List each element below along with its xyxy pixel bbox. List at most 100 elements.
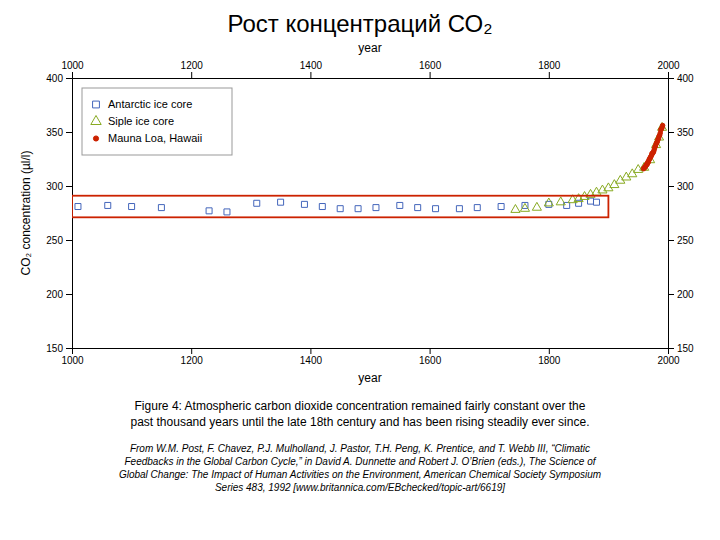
tick-label: 1200: [181, 60, 204, 71]
tick: 300: [46, 181, 72, 192]
point: [532, 202, 541, 210]
point: [474, 205, 480, 211]
point: [660, 123, 665, 128]
axis-domain: [669, 79, 675, 349]
caption: past thousand years until the late 18th …: [131, 415, 590, 429]
x-axis-top: 100012001400160018002000: [61, 60, 680, 79]
tick: 400: [668, 73, 694, 84]
point: [593, 199, 599, 205]
point: [105, 202, 111, 208]
citation: Feedbacks in the Global Carbon Cycle,” i…: [125, 456, 597, 467]
axis-domain: [73, 349, 669, 355]
x-axis-bottom: 100012001400160018002000: [61, 348, 680, 366]
legend-label: Siple ice core: [108, 115, 174, 127]
point: [544, 198, 553, 206]
tick-label: 1600: [419, 355, 442, 366]
point: [657, 122, 666, 130]
legend-label: Antarctic ice core: [108, 98, 192, 110]
tick-label: 150: [677, 343, 694, 354]
tick-label: 1000: [61, 355, 84, 366]
tick-label: 1800: [538, 60, 561, 71]
point: [75, 204, 81, 210]
tick: 350: [668, 127, 694, 138]
series: [641, 123, 665, 171]
tick: 1800: [538, 348, 561, 366]
point: [254, 200, 260, 206]
tick-label: 200: [677, 289, 694, 300]
caption: Figure 4: Atmospheric carbon dioxide con…: [135, 399, 586, 413]
tick: 1000: [61, 348, 84, 366]
tick-label: 1600: [419, 60, 442, 71]
tick: 250: [668, 235, 694, 246]
point: [556, 197, 565, 205]
tick: 150: [668, 343, 694, 354]
citation: Global Change: The Impact of Human Activ…: [119, 469, 601, 480]
point: [278, 199, 284, 205]
tick-label: 250: [46, 235, 63, 246]
tick-label: 300: [46, 181, 63, 192]
point: [129, 204, 135, 210]
point: [373, 205, 379, 211]
tick-mark: [191, 72, 192, 78]
point: [520, 203, 529, 211]
tick-label: 250: [677, 235, 694, 246]
tick-mark: [668, 240, 674, 241]
tick-mark: [668, 294, 674, 295]
tick: 1800: [538, 60, 561, 78]
tick-mark: [66, 240, 72, 241]
y-axis-title: CO₂ concentration (µl/l): [19, 151, 33, 276]
tick-mark: [66, 132, 72, 133]
tick-label: 1000: [61, 60, 84, 71]
x-axis-title: year: [358, 371, 381, 385]
tick-label: 400: [46, 73, 63, 84]
tick: 350: [46, 127, 72, 138]
tick: 1200: [181, 60, 204, 78]
x-axis-title: year: [358, 41, 381, 55]
tick-label: 200: [46, 289, 63, 300]
point: [301, 201, 307, 207]
tick: 250: [46, 235, 72, 246]
axis-domain: [73, 72, 669, 79]
point: [598, 185, 607, 193]
tick-mark: [668, 348, 674, 349]
citation: Series 483, 1992 [www.britannica.com/EBc…: [215, 482, 505, 493]
tick-label: 1200: [181, 355, 204, 366]
tick-mark: [66, 294, 72, 295]
tick-mark: [66, 78, 72, 79]
title: Рост концентраций СО₂: [227, 10, 492, 37]
tick-mark: [668, 132, 674, 133]
legend-item: Siple ice core: [91, 115, 174, 127]
tick-label: 350: [46, 127, 63, 138]
point: [456, 206, 462, 212]
tick-mark: [191, 348, 192, 354]
legend-box: [82, 88, 232, 155]
tick-label: 350: [677, 127, 694, 138]
y-axis-left: 150200250300350400: [46, 73, 72, 354]
point: [397, 202, 403, 208]
tick-label: 1400: [300, 355, 323, 366]
tick: 1400: [300, 348, 323, 366]
point: [319, 204, 325, 210]
tick-label: 300: [677, 181, 694, 192]
plot-area: [72, 122, 667, 217]
tick-mark: [72, 72, 73, 78]
point: [224, 209, 230, 215]
point: [592, 187, 601, 195]
tick-label: 400: [677, 73, 694, 84]
tick: 1400: [300, 60, 323, 78]
highlight-rect: [72, 196, 608, 218]
tick: 200: [46, 289, 72, 300]
tick-mark: [549, 72, 550, 78]
legend-symbol: [93, 136, 98, 141]
tick-mark: [66, 186, 72, 187]
legend-item: Mauna Loa, Hawaii: [93, 132, 202, 144]
tick-mark: [310, 72, 311, 78]
citation: From W.M. Post, F. Chavez, P.J. Mulholla…: [130, 443, 590, 454]
tick: 1200: [181, 348, 204, 366]
point: [337, 206, 343, 212]
tick: 200: [668, 289, 694, 300]
series: [511, 122, 667, 212]
tick: 1000: [61, 60, 84, 78]
tick-label: 1800: [538, 355, 561, 366]
point: [511, 204, 520, 212]
